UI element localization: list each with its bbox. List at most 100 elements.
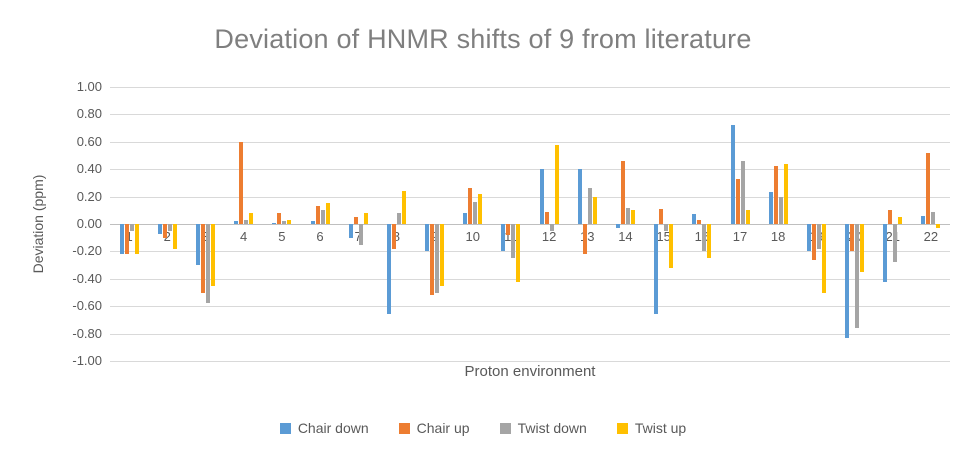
legend-label: Chair down: [297, 420, 369, 436]
bar-twist-up-cat-13: [592, 196, 597, 224]
bar-chair-up-cat-10: [468, 188, 473, 224]
bar-chair-down-cat-14: [615, 224, 620, 229]
x-category-label: 15: [656, 229, 671, 244]
bar-twist-down-cat-14: [625, 207, 630, 224]
gridline: [110, 361, 950, 362]
x-category-label: 8: [392, 229, 400, 244]
bar-chair-down-cat-13: [577, 169, 582, 224]
bar-twist-up-cat-9: [440, 224, 445, 286]
bar-chair-up-cat-3: [200, 224, 205, 293]
bar-twist-up-cat-21: [898, 217, 903, 224]
legend: Chair down Chair up Twist down Twist up: [0, 420, 966, 436]
x-axis-line: [110, 224, 950, 225]
bar-chair-up-cat-11: [506, 224, 511, 235]
legend-swatch: [499, 422, 511, 434]
bar-twist-down-cat-15: [664, 224, 669, 231]
x-category-label: 6: [316, 229, 324, 244]
bar-twist-down-cat-17: [740, 160, 745, 224]
legend-item-twist-up: Twist up: [616, 420, 687, 436]
bar-twist-up-cat-10: [478, 193, 483, 224]
bar-twist-up-cat-20: [860, 224, 865, 272]
bar-chair-down-cat-18: [768, 192, 773, 224]
y-tick-label: 0.40: [76, 161, 102, 177]
legend-item-chair-down: Chair down: [279, 420, 369, 436]
bar-twist-down-cat-19: [816, 224, 821, 249]
x-category-label: 7: [339, 229, 377, 244]
x-category-label: 13: [580, 229, 595, 244]
bar-chair-up-cat-12: [544, 211, 549, 224]
y-tick-label: -0.20: [72, 243, 102, 259]
legend-label: Twist up: [634, 420, 687, 436]
y-tick-label: 0.80: [76, 106, 102, 122]
bar-chair-up-cat-19: [811, 224, 816, 260]
plot-area: [110, 87, 950, 362]
bar-twist-down-cat-18: [778, 196, 783, 224]
bar-twist-up-cat-1: [134, 224, 139, 255]
y-tick-label: 0.20: [76, 188, 102, 204]
bar-chair-up-cat-13: [582, 224, 587, 255]
y-tick-label: -0.60: [72, 298, 102, 314]
bar-chair-up-cat-5: [277, 213, 282, 224]
x-category-label: 1: [125, 229, 133, 244]
bar-twist-up-cat-6: [325, 203, 330, 224]
bar-chair-down-cat-21: [883, 224, 888, 282]
x-category-label: 22: [923, 229, 939, 244]
bar-chair-down-cat-17: [730, 125, 735, 224]
bar-chair-down-cat-22: [921, 215, 926, 224]
bar-chair-up-cat-4: [239, 141, 244, 224]
bar-twist-down-cat-12: [549, 224, 554, 231]
bar-chair-up-cat-2: [162, 224, 167, 238]
bar-twist-down-cat-4: [244, 219, 249, 224]
bar-twist-up-cat-18: [783, 163, 788, 224]
bar-chair-up-cat-1: [124, 224, 129, 255]
bar-twist-up-cat-16: [707, 224, 712, 259]
gridline: [110, 251, 950, 253]
legend-swatch: [279, 422, 291, 434]
gridline: [110, 169, 950, 171]
legend-swatch: [616, 422, 628, 434]
x-axis-title: Proton environment: [464, 363, 596, 380]
x-category-label: 18: [770, 229, 786, 244]
bar-twist-up-cat-17: [745, 210, 750, 224]
bar-twist-up-cat-5: [287, 219, 292, 224]
bar-chair-down-cat-12: [539, 169, 544, 224]
bar-chair-up-cat-22: [926, 152, 931, 224]
x-category-label: 3: [186, 229, 224, 244]
bar-chair-down-cat-19: [806, 224, 811, 252]
y-tick-label: 1.00: [76, 79, 102, 94]
bar-twist-up-cat-7: [363, 213, 368, 224]
bar-twist-down-cat-10: [473, 202, 478, 224]
bar-chair-down-cat-9: [425, 224, 430, 252]
bar-chair-down-cat-16: [692, 214, 697, 224]
legend-label: Twist down: [517, 420, 587, 436]
chart-title: Deviation of HNMR shifts of 9 from liter…: [214, 24, 752, 54]
bar-chair-down-cat-4: [234, 221, 239, 224]
bar-twist-up-cat-14: [630, 210, 635, 224]
bar-chair-up-cat-8: [391, 224, 396, 249]
bar-chair-down-cat-11: [501, 224, 506, 252]
bar-twist-down-cat-9: [435, 224, 440, 293]
gridline: [110, 87, 950, 88]
x-category-label: 10: [465, 229, 480, 244]
bar-twist-up-cat-4: [249, 213, 254, 224]
bar-chair-down-cat-5: [272, 222, 277, 224]
bar-chair-down-cat-8: [386, 224, 391, 315]
bar-chair-up-cat-17: [735, 178, 740, 224]
bar-twist-up-cat-2: [172, 224, 177, 249]
bar-chair-down-cat-6: [310, 221, 315, 224]
bar-twist-up-cat-15: [669, 224, 674, 268]
x-category-label: 17: [732, 229, 748, 244]
gridline: [110, 114, 950, 116]
bar-chair-up-cat-18: [773, 166, 778, 224]
bar-chair-up-cat-15: [659, 208, 664, 224]
x-category-label: 14: [618, 229, 633, 244]
bar-twist-down-cat-5: [282, 221, 287, 224]
bar-twist-down-cat-11: [511, 224, 516, 259]
bar-twist-down-cat-3: [205, 224, 210, 304]
bar-chair-up-cat-7: [353, 217, 358, 224]
bar-twist-up-cat-11: [516, 224, 521, 282]
bar-twist-down-cat-20: [855, 224, 860, 329]
bar-chair-up-cat-16: [697, 219, 702, 224]
y-tick-label: 0.60: [76, 133, 102, 149]
